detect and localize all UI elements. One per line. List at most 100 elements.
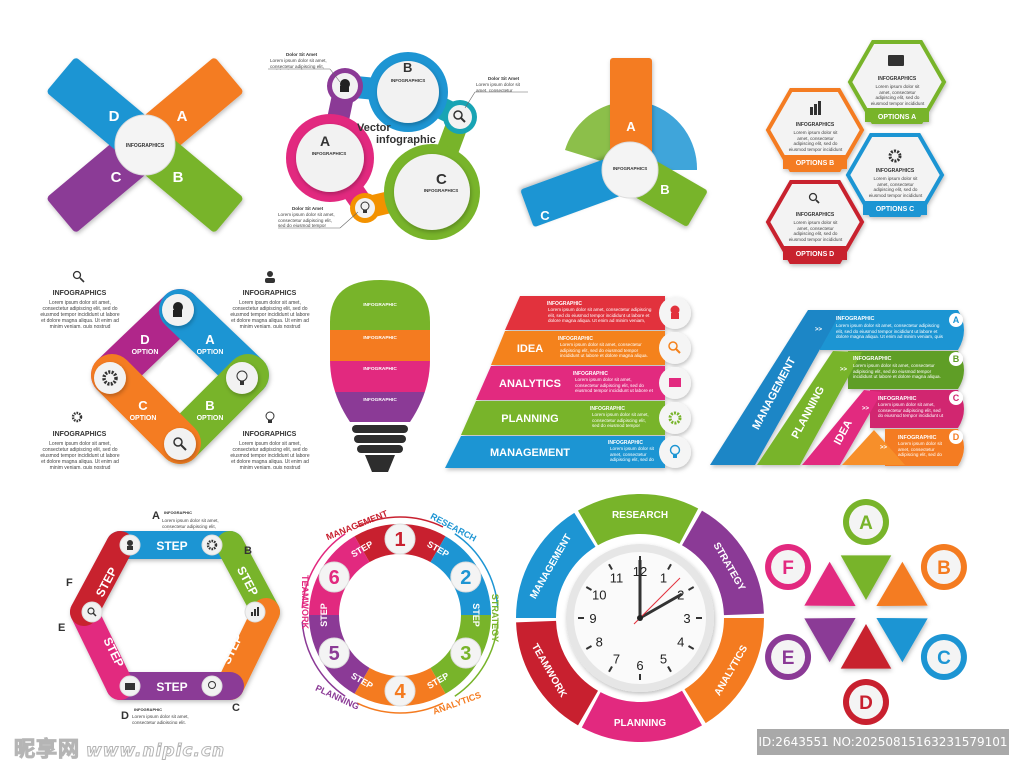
- hex-c-title: INFOGRAPHICS: [876, 168, 915, 174]
- option-b-label: OPTIONS B: [796, 160, 835, 167]
- diamond-br-title: INFOGRAPHICS: [242, 431, 297, 438]
- clock-tick-5: [667, 665, 672, 673]
- step-number-badge-1: [384, 523, 416, 555]
- diamond-bl-title: INFOGRAPHICS: [52, 431, 107, 438]
- step-number-1: 1: [394, 529, 405, 551]
- flower-letter-f: F: [782, 558, 794, 579]
- vector-letter-b: B: [403, 60, 412, 75]
- ring-steps: 1 STEP2STEP3STEP4STEP5STEP6STEPMANAGEMENT…: [300, 508, 500, 716]
- watermark-logo: 昵享网 www.nipic.cn: [14, 733, 225, 763]
- clock-pin: [637, 615, 643, 621]
- flower-badge-3: [849, 685, 883, 719]
- hexagon-steps: STEP STEP STEP STEP STEP STEP A B C D E …: [58, 510, 280, 722]
- image-id-bar: ID:2643551 NO:20250815163231579101: [757, 729, 1009, 755]
- hex-b-text: Lorem ipsum dolor sit amet, consectetur …: [788, 130, 843, 152]
- magnifier-icon: [173, 437, 187, 451]
- hexagon-option-a[interactable]: INFOGRAPHICS OPTIONS A: [847, 40, 947, 124]
- chart-icon: [251, 607, 259, 616]
- clock-number-8: 8: [596, 635, 603, 650]
- ring-step-label-5: STEP: [319, 603, 329, 627]
- gear-icon: [71, 411, 83, 423]
- triangle-diagram: A B C D MANAGEMENT PLANNING IDEA >> >> >…: [710, 310, 964, 466]
- hex-a-title: INFOGRAPHICS: [878, 76, 917, 82]
- triangle-arrow-d: >>: [880, 445, 888, 451]
- hexagon-option-c[interactable]: INFOGRAPHICS OPTIONS C: [845, 133, 945, 217]
- hex-step-bottom: STEP: [156, 680, 187, 694]
- triangle-row-a-letter: A: [953, 315, 960, 325]
- gear-icon: [206, 539, 218, 551]
- clock-number-1: 1: [660, 570, 667, 585]
- watermark-logo-text: 昵享网: [14, 737, 80, 762]
- step-number-badge-2: [450, 561, 482, 593]
- bulb-icon: [360, 201, 370, 213]
- briefcase-icon: [888, 55, 904, 66]
- hexagon-option-b[interactable]: INFOGRAPHICS OPTIONS B: [765, 88, 865, 172]
- triangle-row-b-title: INFOGRAPHIC: [853, 356, 892, 362]
- step-number-badge-5: [318, 637, 350, 669]
- hexagon-options: INFOGRAPHICS OPTIONS A INFOGRAPHICS OPTI…: [765, 40, 947, 264]
- triangle-arrow-c: >>: [862, 406, 870, 412]
- cycle-arrow-5: [516, 620, 599, 726]
- head-icon: [340, 79, 350, 92]
- triangle-row-c-title: INFOGRAPHIC: [878, 396, 917, 402]
- vector-b-title: INFOGRAPHICS: [391, 78, 426, 83]
- pyramid-row-1-title: INFOGRAPHIC: [547, 301, 582, 307]
- option-d-label: OPTIONS D: [796, 251, 835, 258]
- callout-title-2: Dolor Sit Amet: [488, 76, 520, 81]
- flower-letter-e: E: [782, 648, 795, 669]
- hex-letter-e: E: [58, 622, 65, 634]
- clock-cycle: RESEARCHSTRATEGYANALYTICSPLANNINGTEAMWOR…: [516, 494, 764, 742]
- pyramid-row-1-text: Lorem ipsum dolor sit amet, consectetur …: [548, 307, 652, 324]
- flower-petal-a: [840, 555, 892, 600]
- triangle-row-b-text: Lorem ipsum dolor sit amet, consectetur …: [853, 363, 941, 380]
- briefcase-icon: [669, 378, 681, 387]
- step-number-4: 4: [394, 681, 406, 703]
- flower-badge-5: [771, 550, 806, 584]
- vector-title-line1: Vector: [357, 122, 391, 134]
- ring-outer-line-6: [301, 533, 346, 609]
- hex-step-top: STEP: [156, 539, 187, 553]
- x-center-circle: [114, 114, 176, 176]
- diamond-option-a: OPTION: [197, 349, 224, 356]
- hex-letter-f: F: [66, 577, 73, 589]
- triangle-arrow-b: >>: [840, 367, 848, 373]
- diamond-tr-text: Lorem ipsum dolor sit amet, consectetur …: [230, 300, 310, 328]
- x-letter-d: D: [109, 108, 120, 125]
- pyramid-level-planning: PLANNING: [501, 413, 558, 425]
- x-letter-c: C: [111, 169, 122, 186]
- magnifier-icon: [453, 110, 466, 123]
- hexagon-option-d[interactable]: INFOGRAPHICS OPTIONS D: [765, 180, 865, 264]
- hex-a-title: INFOGRAPHIC: [164, 510, 192, 515]
- propeller-letter-a: A: [626, 119, 636, 134]
- person-icon: [127, 540, 133, 550]
- callout-text-2: Lorem ipsum dolor sit amet, consectetur …: [476, 82, 520, 92]
- propeller-diagram: INFOGRAPHICS A B C: [520, 58, 707, 227]
- clock-tick-4: [687, 645, 695, 650]
- clock-tick-10: [585, 586, 593, 591]
- ring-outer-line-3: [454, 621, 499, 697]
- clock-number-3: 3: [683, 611, 690, 626]
- vector-a-title: INFOGRAPHICS: [312, 151, 347, 156]
- pyramid-row-3-title: INFOGRAPHIC: [573, 371, 608, 377]
- magnifier-icon: [72, 270, 85, 283]
- x-diagram: A B C D INFOGRAPHICS: [47, 58, 243, 232]
- gear-icon: [102, 370, 118, 386]
- ring-topic-label-3: STRATEGY: [490, 594, 500, 642]
- bulb-band-1-title: INFOGRAPHIC: [363, 302, 397, 308]
- diamond-tr-title: INFOGRAPHICS: [242, 290, 297, 297]
- chart-icon: [810, 101, 821, 115]
- clock-tick-2: [687, 586, 695, 591]
- pyramid-row-2-text: Lorem ipsum dolor sit amet, consectetur …: [560, 342, 648, 359]
- flower-diagram: A B C D E F: [765, 499, 967, 725]
- x-center-title: INFOGRAPHICS: [126, 143, 165, 149]
- hex-letter-c: C: [232, 702, 240, 714]
- flower-petal-f: [804, 561, 856, 606]
- diamond-letter-c: C: [138, 398, 148, 413]
- gear-icon: [668, 411, 682, 425]
- flower-letter-c: C: [937, 648, 951, 669]
- ring-topic-label-6: TEAMWORK: [300, 575, 310, 629]
- cycle-arrow-3: [683, 617, 764, 724]
- pyramid-row-4-text: Lorem ipsum dolor sit amet, consectetur …: [592, 412, 650, 429]
- clock-number-11: 11: [610, 570, 624, 585]
